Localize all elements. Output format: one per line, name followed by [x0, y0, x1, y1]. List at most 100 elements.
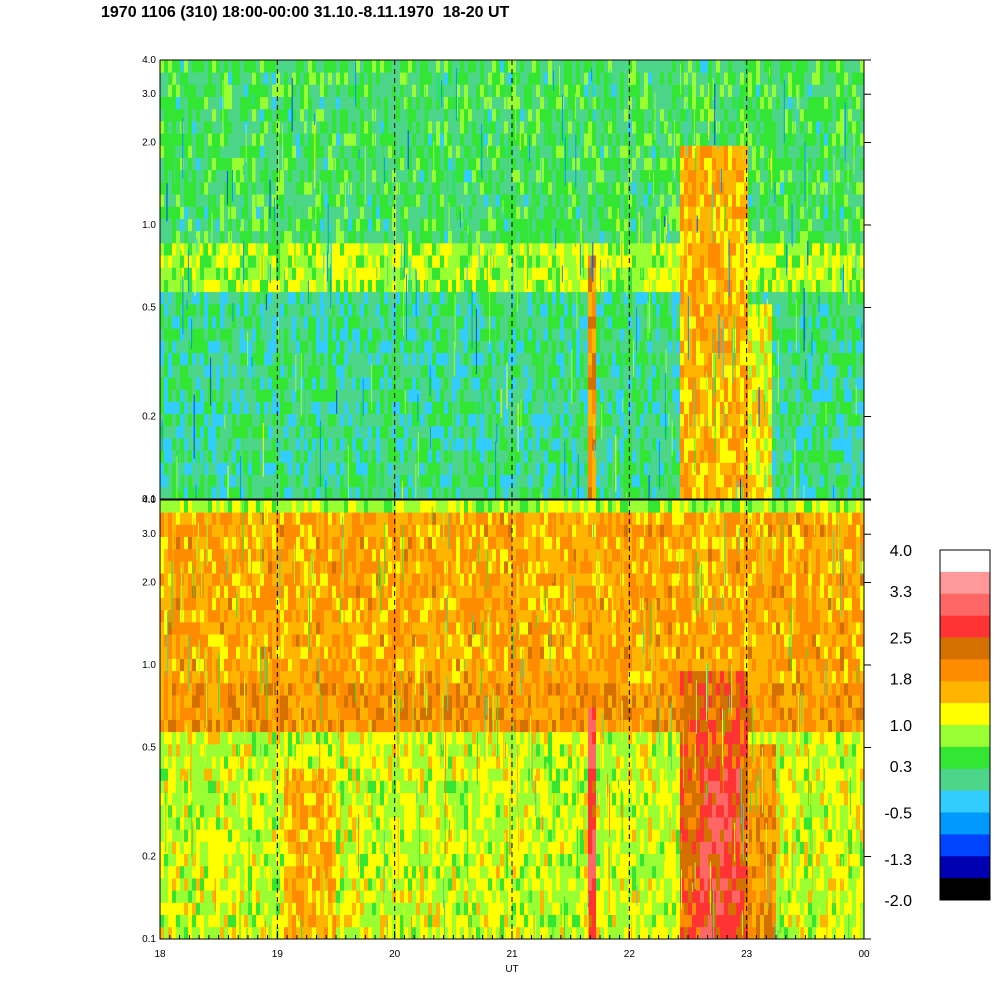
spectrogram-cell	[820, 279, 825, 293]
spectrogram-cell	[412, 303, 417, 317]
spectrogram-cell	[284, 450, 289, 463]
spectrogram-cell	[656, 438, 661, 451]
spectrogram-cell	[448, 181, 453, 195]
spectrogram-cell	[588, 255, 593, 268]
spectrogram-cell	[448, 230, 453, 244]
spectrogram-cell	[448, 340, 453, 354]
spectrogram-cell	[344, 242, 349, 256]
spectrogram-cell	[732, 486, 737, 500]
spectrogram-cell	[300, 218, 305, 232]
spectrogram-cell	[636, 474, 641, 488]
spectrogram-cell	[696, 316, 701, 329]
spectrogram-cell	[680, 401, 685, 415]
spectrogram-cell	[300, 377, 305, 390]
spectrogram-cell	[372, 157, 377, 171]
spectrogram-cell	[440, 267, 445, 280]
spectrogram-cell	[656, 340, 661, 354]
spectrogram-cell	[268, 291, 273, 305]
spectrogram-cell	[232, 425, 237, 439]
spectrogram-cell	[728, 169, 733, 183]
spectrogram-cell	[248, 267, 253, 280]
spectrogram-cell	[272, 450, 277, 463]
spectrogram-cell	[500, 377, 505, 390]
spectrogram-cell	[828, 389, 833, 402]
spectrogram-cell	[828, 206, 833, 219]
spectrogram-cell	[784, 340, 789, 354]
spectrogram-cell	[456, 267, 461, 280]
spectrogram-cell	[824, 450, 829, 463]
spectrogram-cell	[564, 352, 569, 366]
spectrogram-cell	[228, 303, 233, 317]
spectrogram-cell	[484, 303, 489, 317]
spectrogram-cell	[520, 279, 525, 293]
spectrogram-cell	[460, 377, 465, 390]
spectrogram-cell	[780, 316, 785, 329]
spectrogram-cell	[424, 438, 429, 451]
spectrogram-cell	[572, 157, 577, 171]
spectrogram-cell	[624, 206, 629, 219]
spectrogram-cell	[304, 279, 309, 293]
spectrogram-cell	[548, 267, 553, 280]
spectrogram-cell	[288, 169, 293, 183]
spectrogram-cell	[524, 438, 529, 451]
spectrogram-cell	[572, 486, 577, 500]
spectrogram-cell	[752, 255, 757, 268]
spectrogram-cell	[300, 169, 305, 183]
spectrogram-cell	[560, 486, 565, 500]
spectrogram-cell	[372, 352, 377, 366]
spectrogram-cell	[564, 157, 569, 171]
spectrogram-cell	[708, 157, 713, 171]
spectrogram-cell	[560, 474, 565, 488]
spectrogram-cell	[368, 364, 373, 378]
spectrogram-cell	[632, 255, 637, 268]
spectrogram-cell	[820, 340, 825, 354]
spectrogram-cell	[724, 425, 729, 439]
spectrogram-cell	[400, 206, 405, 219]
spectrogram-cell	[776, 157, 781, 171]
spectrogram-cell	[484, 181, 489, 195]
spectrogram-cell	[796, 450, 801, 463]
spectrogram-cell	[312, 206, 317, 219]
spectrogram-cell	[540, 389, 545, 402]
spectrogram-cell	[848, 364, 853, 378]
spectrogram-cell	[204, 425, 209, 439]
spectrogram-cell	[600, 157, 605, 171]
spectrogram-cell	[556, 401, 561, 415]
spectrogram-cell	[680, 242, 685, 256]
spectrogram-cell	[316, 303, 321, 317]
spectrogram-cell	[252, 316, 257, 329]
spectrogram-cell	[268, 364, 273, 378]
spectrogram-cell	[396, 279, 401, 293]
spectrogram-cell	[628, 206, 633, 219]
spectrogram-cell	[700, 255, 705, 268]
spectrogram-cell	[640, 450, 645, 463]
spectrogram-cell	[776, 438, 781, 451]
spectrogram-cell	[724, 291, 729, 305]
spectrogram-cell	[544, 242, 549, 256]
spectrogram-cell	[724, 401, 729, 415]
spectrogram-cell	[744, 340, 749, 354]
spectrogram-cell	[324, 389, 329, 402]
spectrogram-cell	[328, 401, 333, 415]
spectrogram-cell	[720, 377, 725, 390]
spectrogram-cell	[244, 291, 249, 305]
spectrogram-cell	[304, 474, 309, 488]
spectrogram-cell	[332, 255, 337, 268]
spectrogram-cell	[316, 267, 321, 280]
spectrogram-cell	[536, 474, 541, 488]
spectrogram-cell	[176, 303, 181, 317]
spectrogram-cell	[580, 316, 585, 329]
spectrogram-cell	[436, 352, 441, 366]
spectrogram-cell	[332, 401, 337, 415]
spectrogram-cell	[208, 401, 213, 415]
spectrogram-cell	[420, 438, 425, 451]
spectrogram-cell	[516, 230, 521, 244]
spectrogram-cell	[712, 291, 717, 305]
spectrogram-cell	[792, 425, 797, 439]
spectrogram-cell	[396, 425, 401, 439]
spectrogram-cell	[796, 364, 801, 378]
spectrogram-cell	[668, 352, 673, 366]
spectrogram-cell	[364, 364, 369, 378]
spectrogram-cell	[392, 303, 397, 317]
spectrogram-cell	[516, 389, 521, 402]
